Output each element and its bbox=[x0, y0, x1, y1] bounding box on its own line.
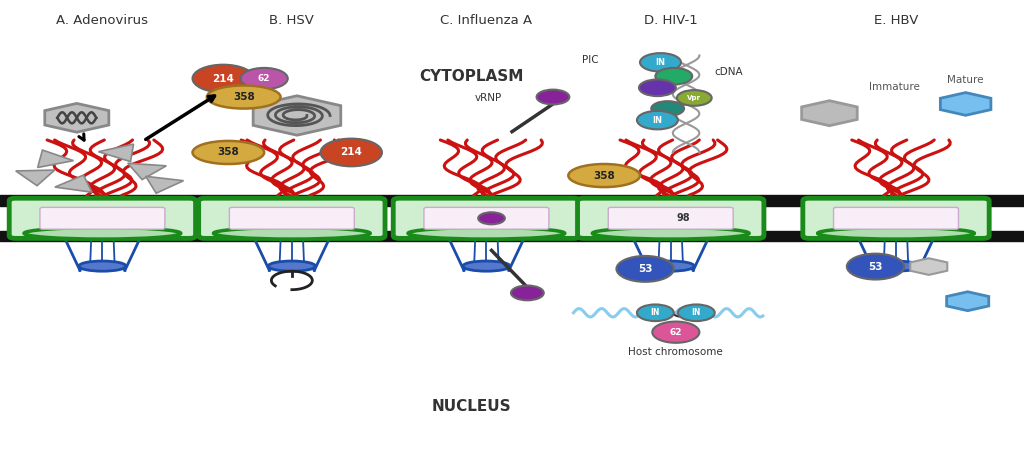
Circle shape bbox=[677, 90, 712, 106]
Ellipse shape bbox=[207, 85, 281, 109]
Polygon shape bbox=[45, 103, 109, 132]
Polygon shape bbox=[128, 163, 166, 180]
Circle shape bbox=[678, 304, 715, 321]
Ellipse shape bbox=[463, 261, 510, 271]
Text: CYTOPLASM: CYTOPLASM bbox=[419, 69, 523, 84]
FancyBboxPatch shape bbox=[393, 198, 580, 238]
Ellipse shape bbox=[213, 227, 371, 239]
Polygon shape bbox=[802, 101, 857, 126]
Ellipse shape bbox=[647, 261, 694, 271]
Circle shape bbox=[478, 212, 505, 224]
Ellipse shape bbox=[408, 227, 565, 239]
Ellipse shape bbox=[79, 261, 126, 271]
Polygon shape bbox=[55, 175, 92, 192]
Text: 358: 358 bbox=[232, 92, 255, 102]
Circle shape bbox=[639, 79, 676, 96]
Ellipse shape bbox=[872, 261, 920, 271]
Polygon shape bbox=[38, 150, 74, 168]
Circle shape bbox=[321, 139, 382, 166]
Circle shape bbox=[651, 101, 684, 116]
Text: NUCLEUS: NUCLEUS bbox=[431, 399, 511, 414]
Text: Vpr: Vpr bbox=[687, 95, 701, 101]
Polygon shape bbox=[98, 144, 133, 162]
Ellipse shape bbox=[817, 227, 975, 239]
Ellipse shape bbox=[193, 141, 264, 164]
Text: PIC: PIC bbox=[583, 55, 599, 65]
Circle shape bbox=[640, 53, 681, 72]
Ellipse shape bbox=[268, 261, 315, 271]
Text: Host chromosome: Host chromosome bbox=[629, 347, 723, 358]
Circle shape bbox=[511, 286, 544, 300]
Text: 358: 358 bbox=[593, 170, 615, 181]
Circle shape bbox=[652, 322, 699, 343]
Ellipse shape bbox=[568, 164, 640, 187]
Text: 358: 358 bbox=[217, 147, 240, 158]
FancyBboxPatch shape bbox=[578, 198, 764, 238]
Polygon shape bbox=[940, 92, 991, 116]
FancyBboxPatch shape bbox=[424, 207, 549, 229]
Text: 214: 214 bbox=[212, 73, 234, 84]
Text: A. Adenovirus: A. Adenovirus bbox=[56, 14, 148, 27]
Circle shape bbox=[616, 256, 674, 282]
Text: E. HBV: E. HBV bbox=[873, 14, 919, 27]
Text: cDNA: cDNA bbox=[715, 67, 743, 77]
FancyBboxPatch shape bbox=[9, 198, 196, 238]
Text: Immature: Immature bbox=[868, 82, 920, 92]
Text: 53: 53 bbox=[868, 261, 883, 272]
Ellipse shape bbox=[24, 227, 181, 239]
FancyBboxPatch shape bbox=[834, 207, 958, 229]
Text: B. HSV: B. HSV bbox=[269, 14, 314, 27]
Text: 214: 214 bbox=[340, 147, 362, 158]
Text: 98: 98 bbox=[676, 213, 690, 223]
Polygon shape bbox=[145, 176, 183, 193]
Text: IN: IN bbox=[652, 116, 663, 125]
Polygon shape bbox=[910, 258, 947, 275]
Text: IN: IN bbox=[650, 308, 660, 317]
Circle shape bbox=[537, 90, 569, 104]
Circle shape bbox=[847, 254, 904, 280]
Circle shape bbox=[193, 65, 254, 92]
Ellipse shape bbox=[592, 227, 750, 239]
Polygon shape bbox=[253, 96, 341, 135]
Circle shape bbox=[637, 111, 678, 129]
FancyBboxPatch shape bbox=[608, 207, 733, 229]
Text: vRNP: vRNP bbox=[474, 93, 502, 103]
Text: IN: IN bbox=[691, 308, 701, 317]
Circle shape bbox=[637, 304, 674, 321]
Text: IN: IN bbox=[655, 58, 666, 67]
Polygon shape bbox=[946, 292, 989, 311]
Polygon shape bbox=[15, 170, 54, 186]
Text: D. HIV-1: D. HIV-1 bbox=[644, 14, 697, 27]
Text: Mature: Mature bbox=[947, 75, 984, 85]
Text: 62: 62 bbox=[258, 74, 270, 83]
Text: C. Influenza A: C. Influenza A bbox=[440, 14, 532, 27]
FancyBboxPatch shape bbox=[229, 207, 354, 229]
FancyBboxPatch shape bbox=[199, 198, 385, 238]
Circle shape bbox=[655, 68, 692, 85]
FancyBboxPatch shape bbox=[40, 207, 165, 229]
Circle shape bbox=[241, 68, 288, 89]
Text: 53: 53 bbox=[638, 264, 652, 274]
Text: 62: 62 bbox=[670, 328, 682, 337]
FancyBboxPatch shape bbox=[803, 198, 989, 238]
